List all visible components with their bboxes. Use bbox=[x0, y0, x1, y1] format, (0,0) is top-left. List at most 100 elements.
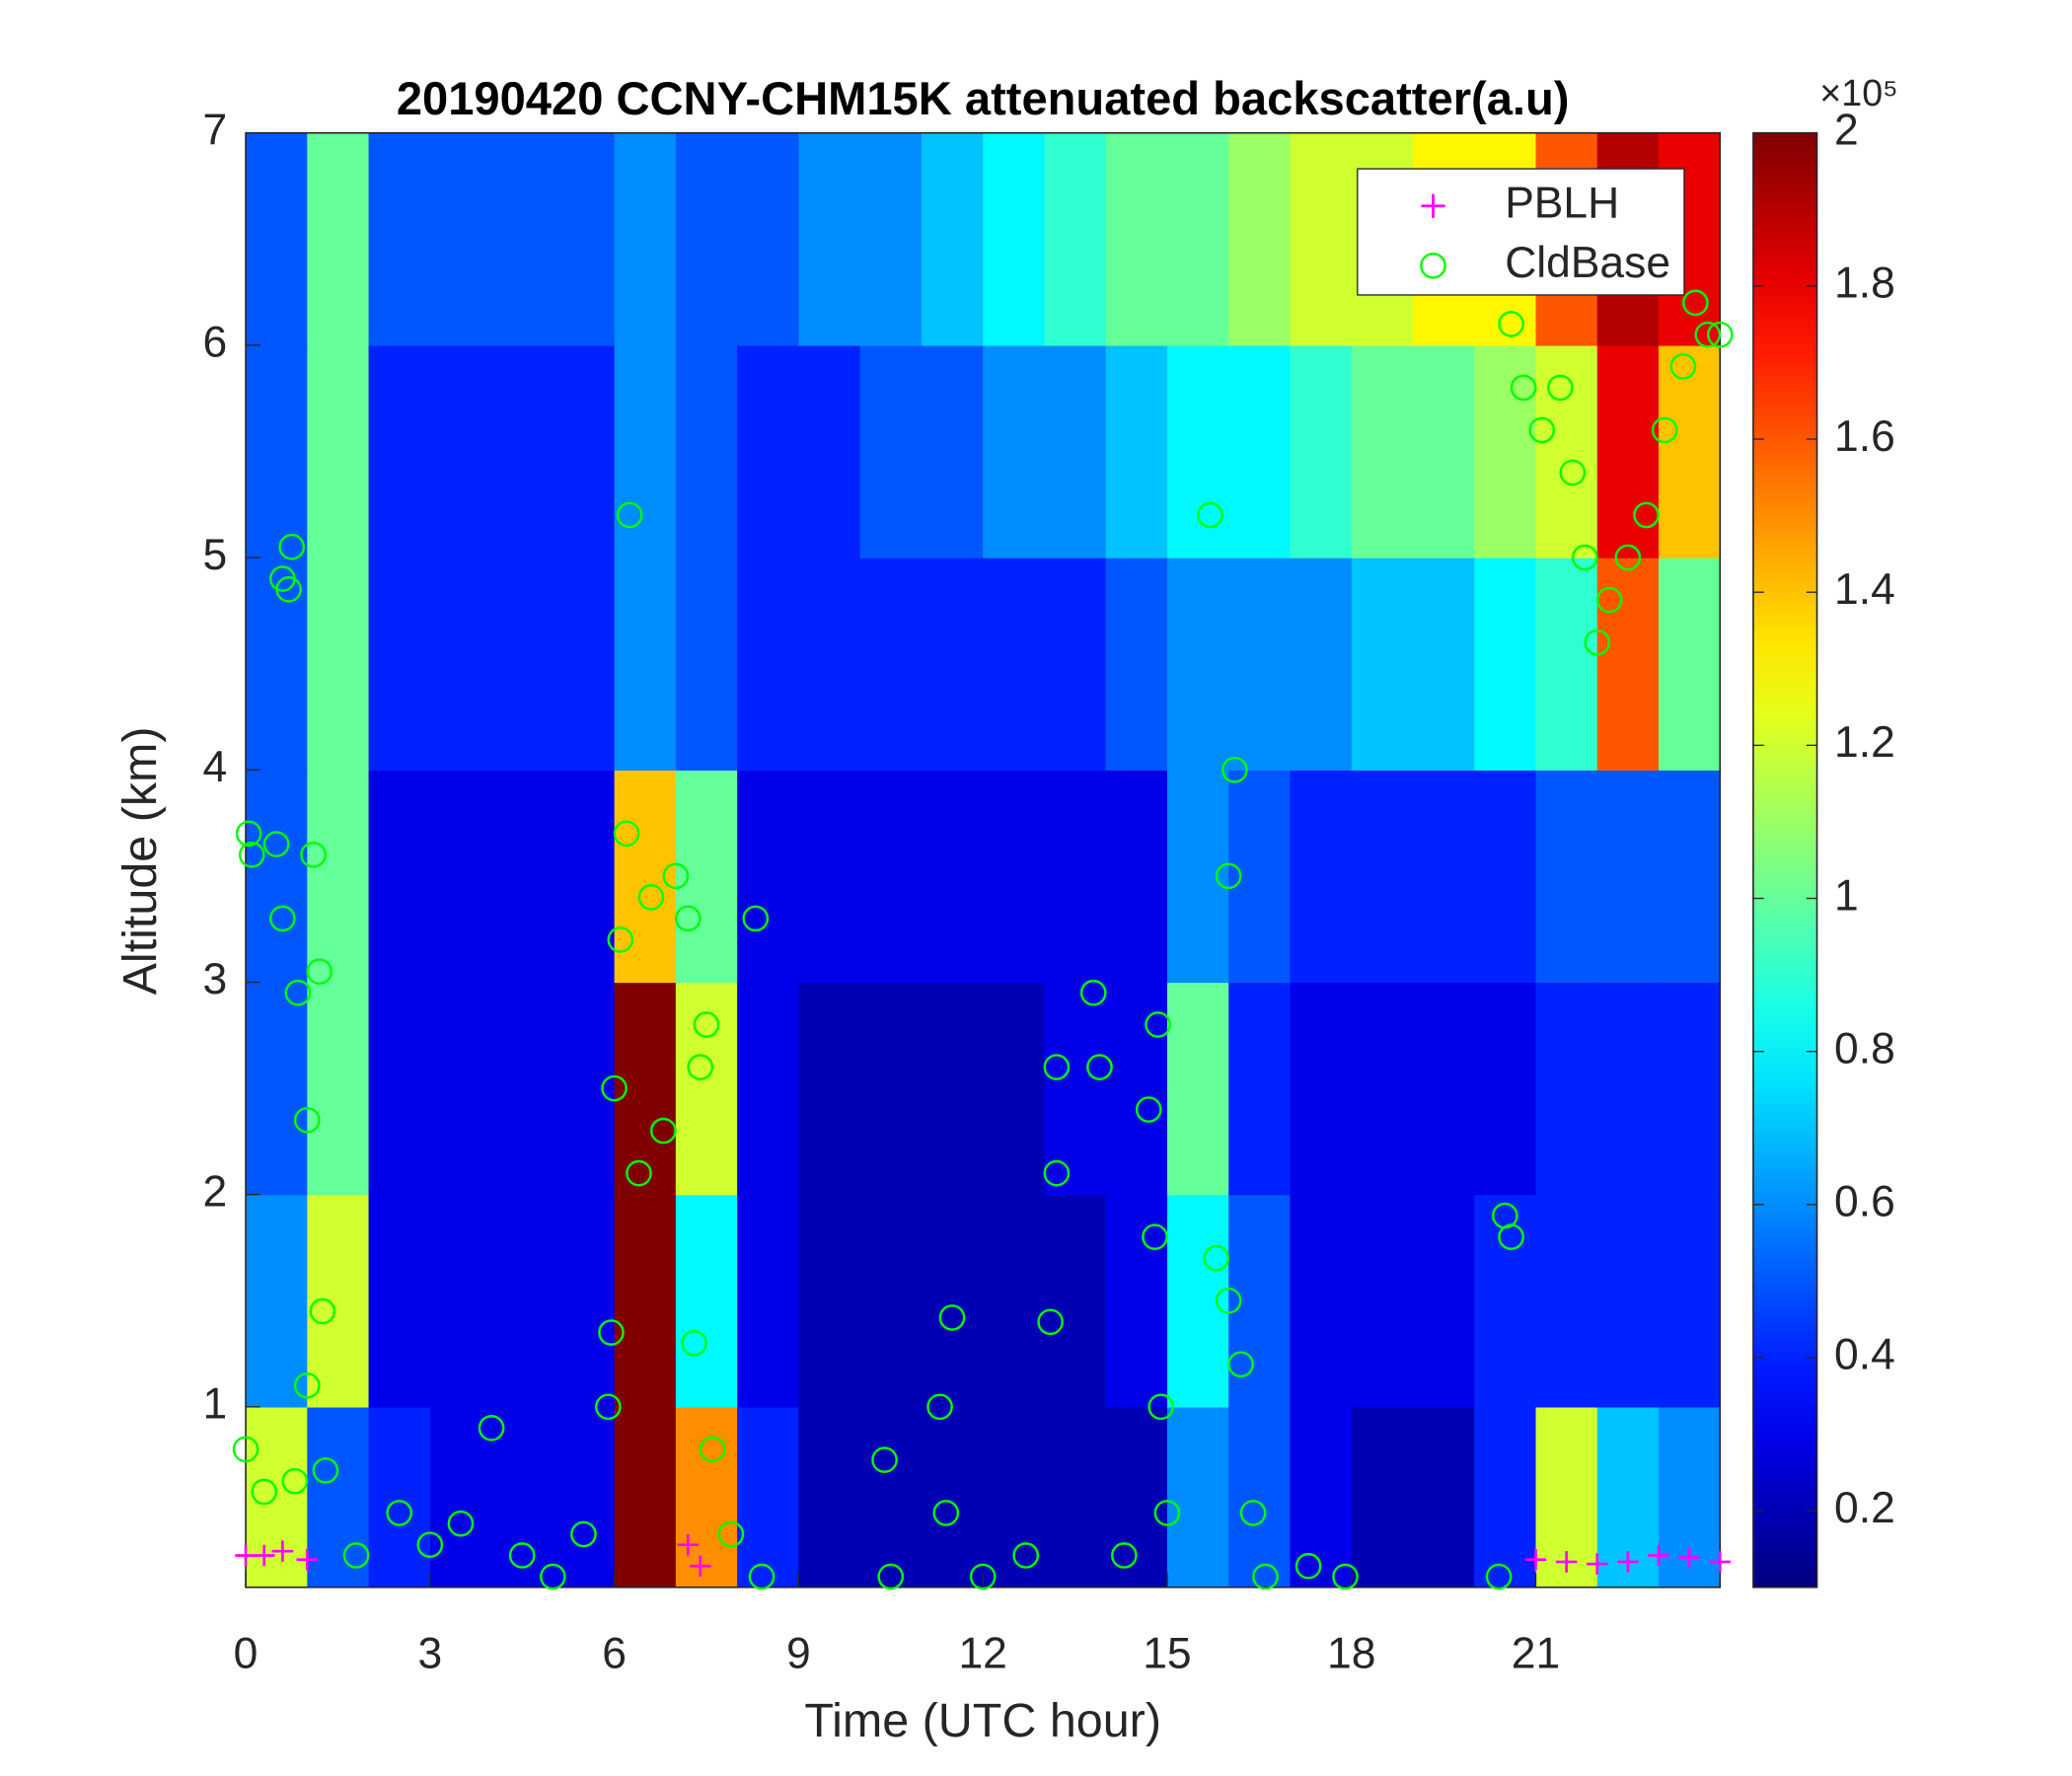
heatmap-cell bbox=[798, 1194, 861, 1408]
cldbase-marker bbox=[681, 1329, 707, 1357]
heatmap-cell bbox=[429, 982, 492, 1196]
heatmap-cell bbox=[1044, 1194, 1107, 1408]
heatmap-cell bbox=[1166, 770, 1229, 984]
heatmap-cell bbox=[737, 132, 800, 346]
heatmap-cell bbox=[1659, 982, 1721, 1196]
cldbase-marker bbox=[1528, 416, 1556, 444]
heatmap-cell bbox=[1474, 982, 1537, 1196]
heatmap-cell bbox=[1044, 1406, 1107, 1589]
colorbar-tick-label: 2 bbox=[1834, 106, 1859, 154]
x-tick-label: 3 bbox=[417, 1629, 442, 1677]
heatmap-cell bbox=[553, 1194, 616, 1408]
cldbase-marker bbox=[938, 1304, 966, 1331]
heatmap-cell bbox=[1105, 982, 1168, 1196]
heatmap-cell bbox=[1166, 557, 1229, 771]
heatmap-cell bbox=[983, 1194, 1046, 1408]
heatmap-cell bbox=[921, 344, 984, 558]
pblh-marker bbox=[689, 1555, 711, 1577]
heatmap-cell bbox=[1351, 1194, 1414, 1408]
colorbar bbox=[1752, 131, 1818, 1589]
cldbase-marker bbox=[540, 1563, 566, 1591]
y-tick-label: 2 bbox=[202, 1167, 227, 1216]
heatmap-cell bbox=[1596, 982, 1660, 1196]
cldbase-marker bbox=[637, 884, 665, 911]
pblh-marker bbox=[1617, 1551, 1639, 1573]
cldbase-marker bbox=[1571, 544, 1598, 571]
heatmap-cell bbox=[983, 344, 1046, 558]
series bbox=[235, 1533, 1732, 1577]
heatmap-cell bbox=[1596, 557, 1660, 771]
colorbar-multiplier: ×10⁵ bbox=[1819, 72, 1898, 113]
cldbase-marker bbox=[717, 1520, 745, 1548]
heatmap-cell bbox=[1044, 982, 1107, 1196]
x-tick-label: 12 bbox=[958, 1629, 1006, 1677]
cldbase-marker bbox=[607, 926, 634, 953]
heatmap-cell bbox=[859, 1406, 923, 1589]
x-tick-label: 21 bbox=[1512, 1629, 1560, 1677]
cldbase-marker bbox=[1633, 501, 1660, 529]
legend-label: CldBase bbox=[1505, 239, 1670, 287]
y-tick-label: 5 bbox=[202, 531, 227, 579]
heatmap-cell bbox=[675, 1194, 738, 1408]
heatmap-cell bbox=[1166, 1194, 1229, 1408]
cldbase-marker bbox=[1037, 1308, 1064, 1336]
heatmap-cell bbox=[614, 557, 677, 771]
heatmap-cell bbox=[614, 344, 677, 558]
cldbase-marker bbox=[1706, 321, 1734, 348]
cldbase-marker bbox=[235, 820, 262, 848]
cldbase-marker bbox=[293, 1371, 321, 1399]
heatmap-cell bbox=[675, 770, 738, 984]
heatmap-cell bbox=[1105, 132, 1168, 346]
cldbase-marker bbox=[312, 1457, 339, 1484]
cldbase-marker bbox=[1111, 1542, 1138, 1569]
pblh-marker bbox=[1648, 1544, 1669, 1567]
heatmap-cell bbox=[1290, 344, 1353, 558]
heatmap-cell bbox=[1290, 770, 1353, 984]
cldbase-marker bbox=[232, 1436, 259, 1463]
cldbase-marker bbox=[871, 1446, 898, 1473]
cldbase-marker bbox=[1498, 1223, 1524, 1251]
pblh-marker bbox=[1678, 1546, 1700, 1569]
cldbase-marker bbox=[1086, 1054, 1113, 1080]
cldbase-marker bbox=[251, 1478, 278, 1506]
heatmap-cell bbox=[1596, 1194, 1660, 1408]
heatmap-cell bbox=[1228, 132, 1292, 346]
heatmap-cell bbox=[1535, 557, 1598, 771]
cldbase-marker bbox=[1498, 311, 1524, 337]
colorbar-tick-label: 1.4 bbox=[1834, 565, 1895, 614]
heatmap-cell bbox=[737, 344, 800, 558]
heatmap-cell bbox=[553, 1406, 616, 1589]
cldbase-marker bbox=[1135, 1096, 1162, 1123]
cldbase-marker bbox=[1694, 321, 1722, 348]
pblh-marker bbox=[235, 1544, 257, 1567]
heatmap-cell bbox=[675, 132, 738, 346]
heatmap-cell bbox=[921, 132, 984, 346]
cldbase-marker bbox=[278, 534, 306, 560]
cldbase-marker bbox=[1142, 1223, 1168, 1251]
heatmap-cell bbox=[1290, 557, 1353, 771]
x-tick-label: 15 bbox=[1143, 1629, 1191, 1677]
heatmap-cell bbox=[1474, 770, 1537, 984]
heatmap-cell bbox=[675, 982, 738, 1196]
legend-marker bbox=[1421, 193, 1445, 218]
x-axis-label: Time (UTC hour) bbox=[804, 1694, 1161, 1747]
colorbar-tick-label: 1.8 bbox=[1834, 259, 1895, 308]
heatmap-cell bbox=[798, 770, 861, 984]
cldbase-marker bbox=[342, 1542, 370, 1569]
heatmap-cell bbox=[1228, 557, 1292, 771]
y-tick-label: 4 bbox=[202, 743, 227, 791]
cldbase-marker bbox=[748, 1563, 776, 1591]
x-tick-label: 0 bbox=[234, 1629, 259, 1677]
heatmap-cell bbox=[675, 344, 738, 558]
heatmap-cell bbox=[1351, 1406, 1414, 1589]
heatmap-cell bbox=[553, 982, 616, 1196]
heatmap-cell bbox=[1412, 1194, 1475, 1408]
cldbase-marker bbox=[699, 1436, 726, 1463]
cldbase-marker bbox=[1145, 1011, 1171, 1038]
heatmap-cell bbox=[859, 557, 923, 771]
legend-label: PBLH bbox=[1505, 179, 1619, 227]
heatmap-cell bbox=[1228, 1406, 1292, 1589]
cldbase-marker bbox=[1215, 862, 1242, 890]
heatmap-cell bbox=[614, 132, 677, 346]
